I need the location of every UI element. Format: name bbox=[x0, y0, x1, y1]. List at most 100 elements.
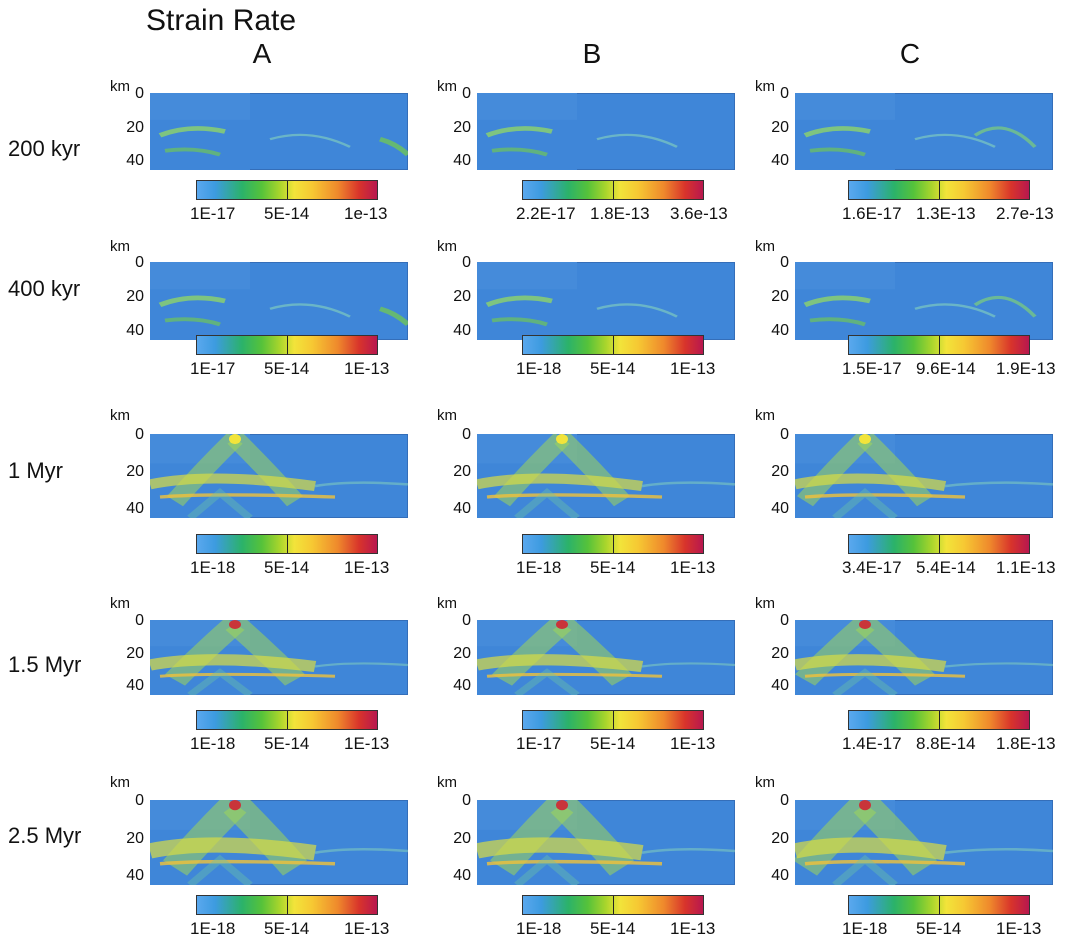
colorbar-min-label: 1E-18 bbox=[190, 558, 236, 577]
strain-rate-field-200kyr-b bbox=[477, 93, 735, 170]
colorbar-mid-label: 5E-14 bbox=[264, 919, 310, 938]
depth-tick-40: 40 bbox=[126, 152, 144, 169]
colorbar-midline bbox=[287, 181, 288, 199]
depth-unit-label: km bbox=[110, 238, 130, 255]
colorbar-mid-label: 5E-14 bbox=[590, 558, 636, 577]
row-label-1myr: 1 Myr bbox=[8, 458, 63, 483]
colorbar-midline bbox=[613, 711, 614, 729]
depth-tick-20: 20 bbox=[771, 463, 789, 480]
depth-tick-20: 20 bbox=[771, 118, 789, 136]
colorbar-min-label: 1E-17 bbox=[190, 359, 236, 378]
depth-unit-label: km bbox=[437, 78, 457, 95]
colorbar-200kyr-c bbox=[848, 180, 1030, 200]
colorbar-mid-label: 5E-14 bbox=[590, 734, 636, 753]
depth-tick-0: 0 bbox=[462, 85, 471, 102]
colorbar-max-label: 1E-13 bbox=[344, 359, 390, 378]
colorbar-mid-label: 9.6E-14 bbox=[916, 359, 976, 378]
colorbar-midline bbox=[939, 535, 940, 553]
colorbar-midline bbox=[287, 336, 288, 354]
depth-tick-0: 0 bbox=[462, 254, 471, 271]
colorbar-1-5myr-a bbox=[196, 710, 378, 730]
colorbar-mid-label: 5.4E-14 bbox=[916, 558, 976, 577]
depth-unit-label: km bbox=[437, 595, 457, 612]
column-header-a: A bbox=[252, 38, 272, 69]
depth-tick-40: 40 bbox=[453, 322, 471, 339]
column-header-b: B bbox=[582, 38, 602, 69]
colorbar-min-label: 1E-17 bbox=[516, 734, 562, 753]
colorbar-mid-label: 1.3E-13 bbox=[916, 204, 976, 223]
depth-tick-0: 0 bbox=[780, 612, 789, 629]
depth-tick-20: 20 bbox=[771, 829, 789, 847]
colorbar-1-5myr-c bbox=[848, 710, 1030, 730]
strain-rate-field-400kyr-a bbox=[150, 262, 408, 340]
strain-rate-field-1-5myr-a bbox=[150, 620, 408, 695]
colorbar-midline bbox=[613, 535, 614, 553]
colorbar-max-label: 1E-13 bbox=[344, 919, 390, 938]
column-header-c: C bbox=[899, 38, 921, 69]
depth-tick-0: 0 bbox=[135, 254, 144, 271]
depth-tick-0: 0 bbox=[780, 792, 789, 809]
depth-unit-label: km bbox=[110, 774, 130, 791]
depth-unit-label: km bbox=[755, 407, 775, 424]
depth-tick-20: 20 bbox=[453, 463, 471, 480]
colorbar-max-label: 1.9E-13 bbox=[996, 359, 1056, 378]
colorbar-400kyr-c bbox=[848, 335, 1030, 355]
depth-tick-40: 40 bbox=[771, 152, 789, 169]
colorbar-2-5myr-b bbox=[522, 895, 704, 915]
depth-tick-40: 40 bbox=[771, 322, 789, 339]
depth-tick-0: 0 bbox=[462, 792, 471, 809]
colorbar-max-label: 1E-13 bbox=[670, 919, 716, 938]
strain-rate-field-400kyr-b bbox=[477, 262, 735, 340]
colorbar-mid-label: 5E-14 bbox=[916, 919, 962, 938]
strain-rate-field-2-5myr-c bbox=[795, 800, 1053, 885]
depth-tick-40: 40 bbox=[453, 867, 471, 884]
row-label-2-5myr: 2.5 Myr bbox=[8, 823, 82, 848]
colorbar-mid-label: 5E-14 bbox=[264, 359, 310, 378]
colorbar-max-label: 1E-13 bbox=[344, 734, 390, 753]
depth-tick-40: 40 bbox=[771, 500, 789, 517]
colorbar-min-label: 2.2E-17 bbox=[516, 204, 576, 223]
depth-unit-label: km bbox=[755, 774, 775, 791]
strain-rate-field-1-5myr-c bbox=[795, 620, 1053, 695]
colorbar-max-label: 1e-13 bbox=[344, 204, 388, 223]
colorbar-min-label: 1E-18 bbox=[516, 919, 562, 938]
depth-tick-40: 40 bbox=[771, 677, 789, 694]
colorbar-midline bbox=[287, 535, 288, 553]
colorbar-min-label: 1.5E-17 bbox=[842, 359, 902, 378]
row-label-400kyr: 400 kyr bbox=[8, 276, 81, 301]
colorbar-max-label: 1E-13 bbox=[344, 558, 390, 577]
depth-tick-40: 40 bbox=[453, 677, 471, 694]
depth-tick-40: 40 bbox=[126, 867, 144, 884]
colorbar-min-label: 1.4E-17 bbox=[842, 734, 902, 753]
colorbar-max-label: 1E-13 bbox=[996, 919, 1042, 938]
colorbar-max-label: 1E-13 bbox=[670, 558, 716, 577]
depth-tick-20: 20 bbox=[126, 644, 144, 662]
colorbar-midline bbox=[287, 896, 288, 914]
figure-title: Strain Rate bbox=[146, 4, 297, 37]
colorbar-1myr-a bbox=[196, 534, 378, 554]
colorbar-200kyr-a bbox=[196, 180, 378, 200]
colorbar-2-5myr-a bbox=[196, 895, 378, 915]
depth-tick-40: 40 bbox=[126, 322, 144, 339]
colorbar-max-label: 1E-13 bbox=[670, 734, 716, 753]
colorbar-midline bbox=[613, 336, 614, 354]
colorbar-2-5myr-c bbox=[848, 895, 1030, 915]
depth-tick-40: 40 bbox=[126, 500, 144, 517]
depth-tick-20: 20 bbox=[453, 829, 471, 847]
depth-unit-label: km bbox=[755, 595, 775, 612]
colorbar-min-label: 1E-17 bbox=[190, 204, 236, 223]
colorbar-max-label: 1.1E-13 bbox=[996, 558, 1056, 577]
strain-rate-field-1myr-c bbox=[795, 434, 1053, 518]
depth-unit-label: km bbox=[755, 78, 775, 95]
strain-rate-field-1myr-a bbox=[150, 434, 408, 518]
colorbar-midline bbox=[939, 336, 940, 354]
depth-unit-label: km bbox=[755, 238, 775, 255]
row-label-200kyr: 200 kyr bbox=[8, 136, 81, 161]
strain-rate-field-2-5myr-a bbox=[150, 800, 408, 885]
strain-rate-field-1-5myr-b bbox=[477, 620, 735, 695]
depth-tick-0: 0 bbox=[780, 254, 789, 271]
strain-rate-field-200kyr-c bbox=[795, 93, 1053, 170]
colorbar-min-label: 1E-18 bbox=[190, 734, 236, 753]
depth-tick-40: 40 bbox=[453, 152, 471, 169]
row-label-1-5myr: 1.5 Myr bbox=[8, 652, 82, 677]
